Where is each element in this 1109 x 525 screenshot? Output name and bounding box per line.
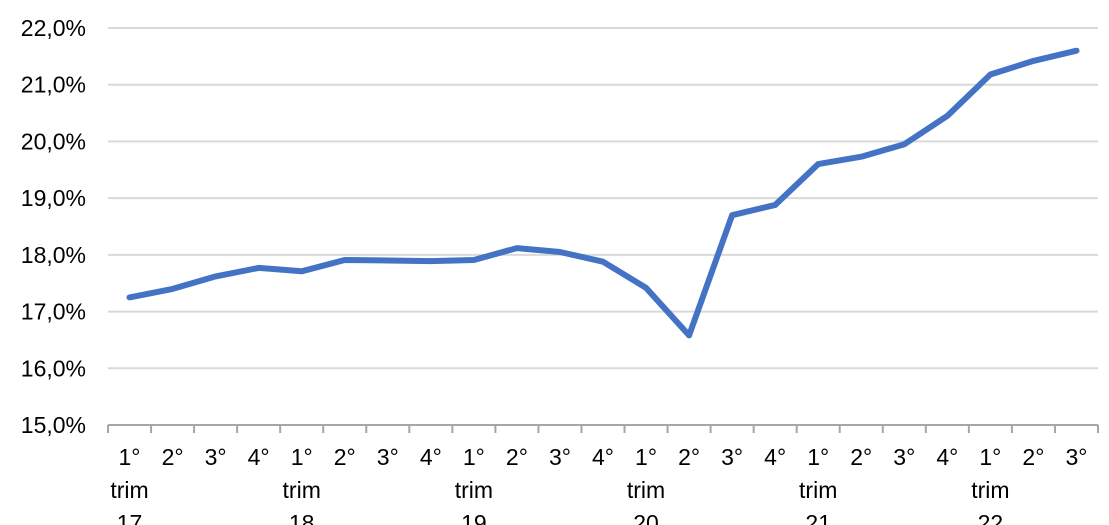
x-tick-label: 3°	[205, 444, 227, 470]
x-tick-label: 2°	[1022, 444, 1044, 470]
y-tick-label: 15,0%	[21, 412, 86, 438]
x-tick-label: 2°	[506, 444, 528, 470]
x-tick-label: 1° trim 22	[971, 444, 1009, 525]
y-tick-label: 21,0%	[21, 72, 86, 98]
x-tick-label: 2°	[162, 444, 184, 470]
x-tick-label: 1° trim 19	[455, 444, 493, 525]
x-tick-label: 3°	[377, 444, 399, 470]
x-tick-label: 3°	[893, 444, 915, 470]
x-tick-label: 2°	[678, 444, 700, 470]
y-tick-label: 22,0%	[21, 15, 86, 41]
x-tick-label: 3°	[721, 444, 743, 470]
y-tick-label: 19,0%	[21, 185, 86, 211]
x-tick-label: 1° trim 18	[283, 444, 321, 525]
x-tick-label: 2°	[850, 444, 872, 470]
x-tick-label: 3°	[549, 444, 571, 470]
x-axis-ticks	[107, 425, 1099, 433]
x-tick-label: 4°	[592, 444, 614, 470]
x-tick-label: 4°	[764, 444, 786, 470]
x-tick-label: 4°	[420, 444, 442, 470]
gridlines	[108, 27, 1098, 370]
x-tick-label: 4°	[936, 444, 958, 470]
x-tick-label: 4°	[248, 444, 270, 470]
y-tick-label: 16,0%	[21, 355, 86, 381]
y-axis-labels: 15,0% 16,0% 17,0% 18,0% 19,0% 20,0% 21,0% 22,0%	[21, 15, 86, 438]
y-tick-label: 17,0%	[21, 299, 86, 325]
x-tick-label: 1° trim 20	[627, 444, 665, 525]
x-tick-label: 3°	[1065, 444, 1087, 470]
x-tick-label: 1° trim 21	[799, 444, 837, 525]
y-tick-label: 18,0%	[21, 242, 86, 268]
x-tick-label: 1° trim 17	[110, 444, 148, 525]
y-tick-label: 20,0%	[21, 128, 86, 154]
x-tick-label: 2°	[334, 444, 356, 470]
x-axis-labels: 1° trim 17 2° 3° 4° 1° trim 18 2° 3° 4° 1° trim 19 2° 3°…	[110, 444, 1087, 525]
series-line	[126, 47, 1080, 339]
